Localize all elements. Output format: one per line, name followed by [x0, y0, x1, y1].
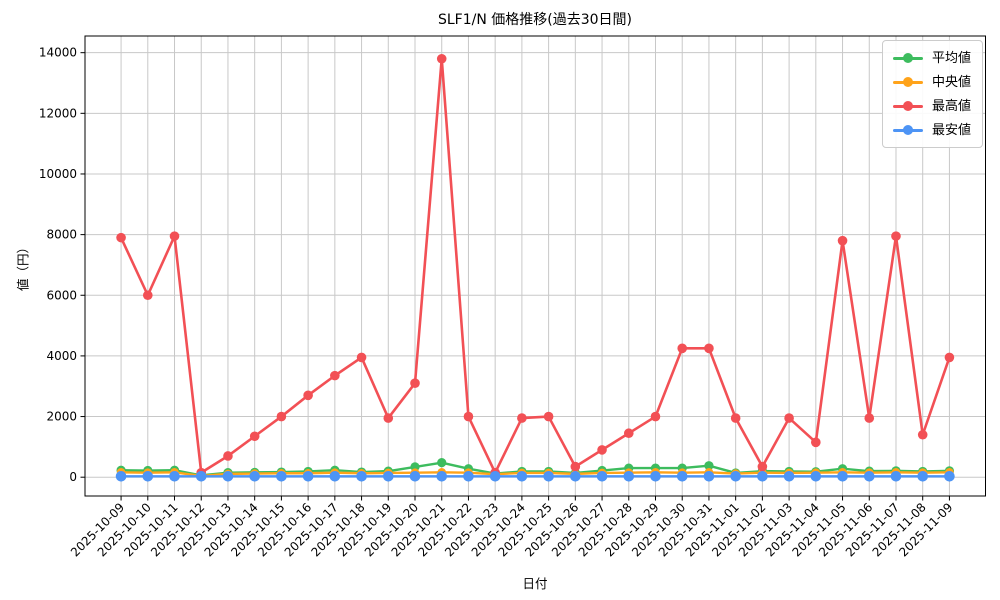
series-max-marker [864, 413, 875, 423]
series-min-marker [623, 470, 635, 482]
y-tick-label: 4000 [46, 349, 77, 363]
legend-item-label: 平均値 [931, 50, 971, 66]
series-min-marker [142, 470, 154, 482]
series-min-marker [463, 470, 474, 482]
legend-max-marker [902, 101, 913, 111]
x-axis-label: 日付 [522, 576, 548, 591]
series-max-marker [837, 235, 848, 246]
series-max-marker [730, 413, 741, 423]
y-tick-label: 12000 [39, 106, 77, 120]
series-min-marker [837, 470, 848, 482]
chart-title: SLF1/N 価格推移(過去30日間) [437, 12, 633, 28]
series-max-marker [463, 411, 474, 422]
series-min-marker [863, 470, 875, 482]
y-tick-label: 2000 [46, 410, 77, 424]
series-max-marker [784, 413, 794, 423]
series-max-marker [650, 411, 661, 422]
series-min-marker [810, 470, 822, 482]
series-max-marker [704, 343, 714, 354]
y-tick-label: 14000 [39, 46, 77, 60]
series-min-marker [596, 470, 608, 482]
series-average-marker [704, 461, 714, 471]
series-min-marker [917, 470, 929, 482]
legend-item-average: 平均値 [892, 48, 971, 68]
legend-item-median: 中央値 [892, 72, 971, 92]
series-min-marker [329, 470, 341, 482]
series-min-marker [409, 470, 421, 482]
series-min-marker [703, 470, 715, 482]
legend-min-marker [902, 125, 913, 135]
series-max-marker [169, 231, 180, 241]
series-min-marker [249, 470, 260, 482]
legend: 平均値中央値最高値最安値 [881, 40, 983, 148]
series-max-marker [891, 231, 901, 241]
series-min-marker [516, 470, 528, 482]
series-min-marker [730, 470, 741, 482]
series-min-marker [543, 470, 554, 482]
series-max-line [119, 57, 951, 474]
series-max-marker [330, 370, 340, 381]
series-min-marker [676, 470, 688, 482]
series-max-marker [517, 413, 527, 423]
series-max-marker [249, 431, 260, 442]
series-max-marker [570, 461, 581, 472]
y-tick-label: 8000 [46, 228, 77, 242]
series-min-marker [382, 470, 394, 482]
series-min-marker [650, 470, 661, 482]
y-tick-label: 6000 [46, 288, 77, 302]
series-min-marker [276, 470, 287, 482]
series-max-marker [944, 352, 955, 363]
series-max-marker [276, 411, 287, 422]
legend-average-line-icon [892, 52, 923, 64]
series-max-marker [223, 451, 233, 461]
series-min-marker [356, 470, 367, 482]
series-max-marker [410, 378, 420, 388]
legend-item-min: 最安値 [892, 120, 971, 140]
legend-median-marker [902, 77, 913, 87]
series-min-marker [169, 470, 180, 482]
legend-average-marker [902, 53, 913, 63]
series-min-marker [302, 470, 314, 482]
legend-median-line-icon [892, 76, 923, 88]
y-tick-label: 0 [69, 470, 77, 484]
series-max-marker [142, 290, 153, 301]
legend-item-max: 最高値 [892, 96, 971, 116]
series-max-marker [811, 437, 821, 448]
series-max-marker [543, 411, 554, 422]
series-min-marker [115, 470, 127, 482]
legend-item-label: 最高値 [931, 98, 971, 114]
legend-max-line-icon [892, 100, 923, 112]
series-max-marker [116, 232, 126, 243]
series-average-marker [437, 458, 447, 468]
y-axis-label: 値（円） [15, 240, 31, 292]
series-max-marker [757, 461, 768, 472]
series-max-marker [917, 429, 928, 440]
series-min-marker [222, 470, 234, 482]
legend-min-line-icon [892, 124, 923, 136]
series-max-marker [383, 413, 394, 423]
series-max-marker [303, 390, 313, 401]
legend-item-label: 中央値 [931, 74, 971, 90]
series-min-marker [890, 470, 902, 482]
series-min-marker [489, 470, 501, 482]
series-max-marker [436, 53, 447, 64]
series-min-marker [195, 470, 207, 482]
series-min-marker [436, 470, 448, 482]
series-min-marker [783, 470, 795, 482]
series-max-marker [677, 343, 688, 354]
series-max-marker [597, 445, 607, 455]
legend-item-label: 最安値 [931, 122, 971, 138]
axes-border [84, 35, 986, 497]
series-min-marker [944, 470, 955, 482]
series-max-marker [356, 352, 367, 363]
series-min-marker [757, 470, 768, 482]
series-min-marker [570, 470, 581, 482]
series-max-marker [623, 428, 634, 439]
y-tick-label: 10000 [39, 167, 77, 181]
